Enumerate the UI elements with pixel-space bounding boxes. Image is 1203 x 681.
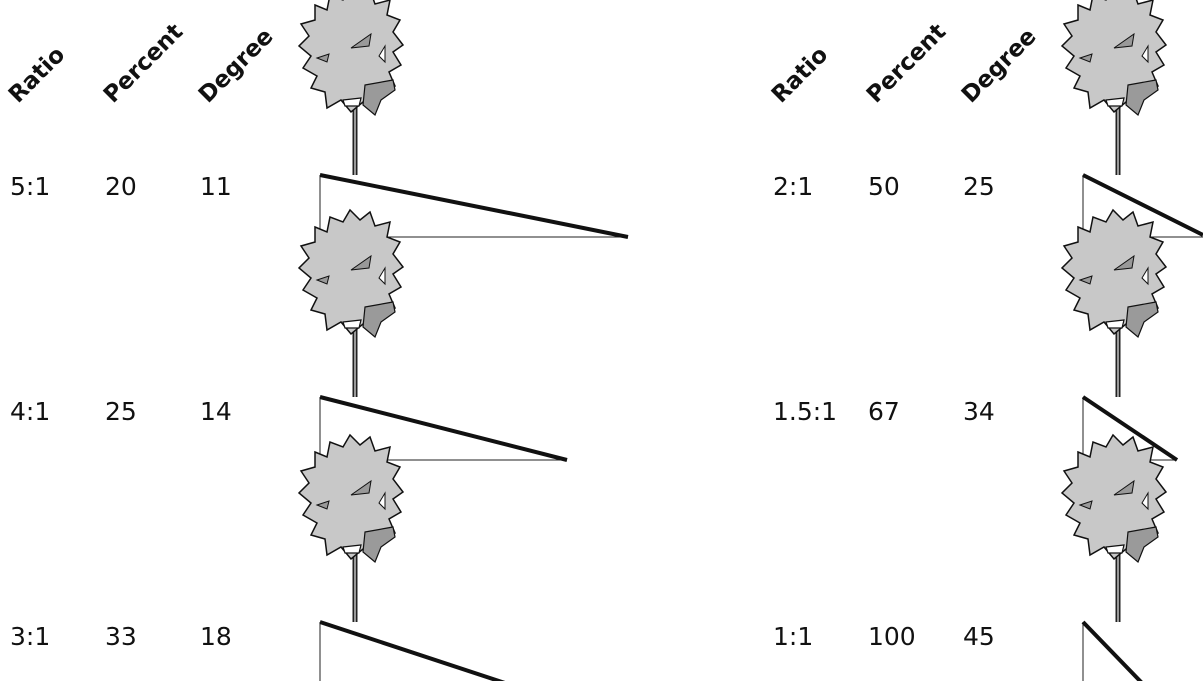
table-cell: 11 (200, 172, 232, 201)
column-header: Percent (99, 19, 188, 108)
table-cell: 67 (868, 397, 900, 426)
table-cell: 33 (105, 622, 137, 651)
table-cell: 50 (868, 172, 900, 201)
table-cell: 5:1 (10, 172, 50, 201)
table-cell: 45 (963, 622, 995, 651)
table-cell: 18 (200, 622, 232, 651)
table-cell: 14 (200, 397, 232, 426)
table-cell: 1:1 (773, 622, 813, 651)
table-cell: 3:1 (10, 622, 50, 651)
column-header: Degree (194, 24, 279, 109)
table-cell: 25 (105, 397, 137, 426)
column-header: Percent (862, 19, 951, 108)
table-cell: 100 (868, 622, 916, 651)
table-cell: 20 (105, 172, 137, 201)
table-cell: 2:1 (773, 172, 813, 201)
slope-illustrations (299, 0, 1203, 681)
table-cell: 4:1 (10, 397, 50, 426)
table-cell: 25 (963, 172, 995, 201)
column-header: Degree (957, 24, 1042, 109)
table-cell: 34 (963, 397, 995, 426)
table-cell: 1.5:1 (773, 397, 837, 426)
column-header: Ratio (767, 42, 833, 108)
column-header: Ratio (4, 42, 70, 108)
